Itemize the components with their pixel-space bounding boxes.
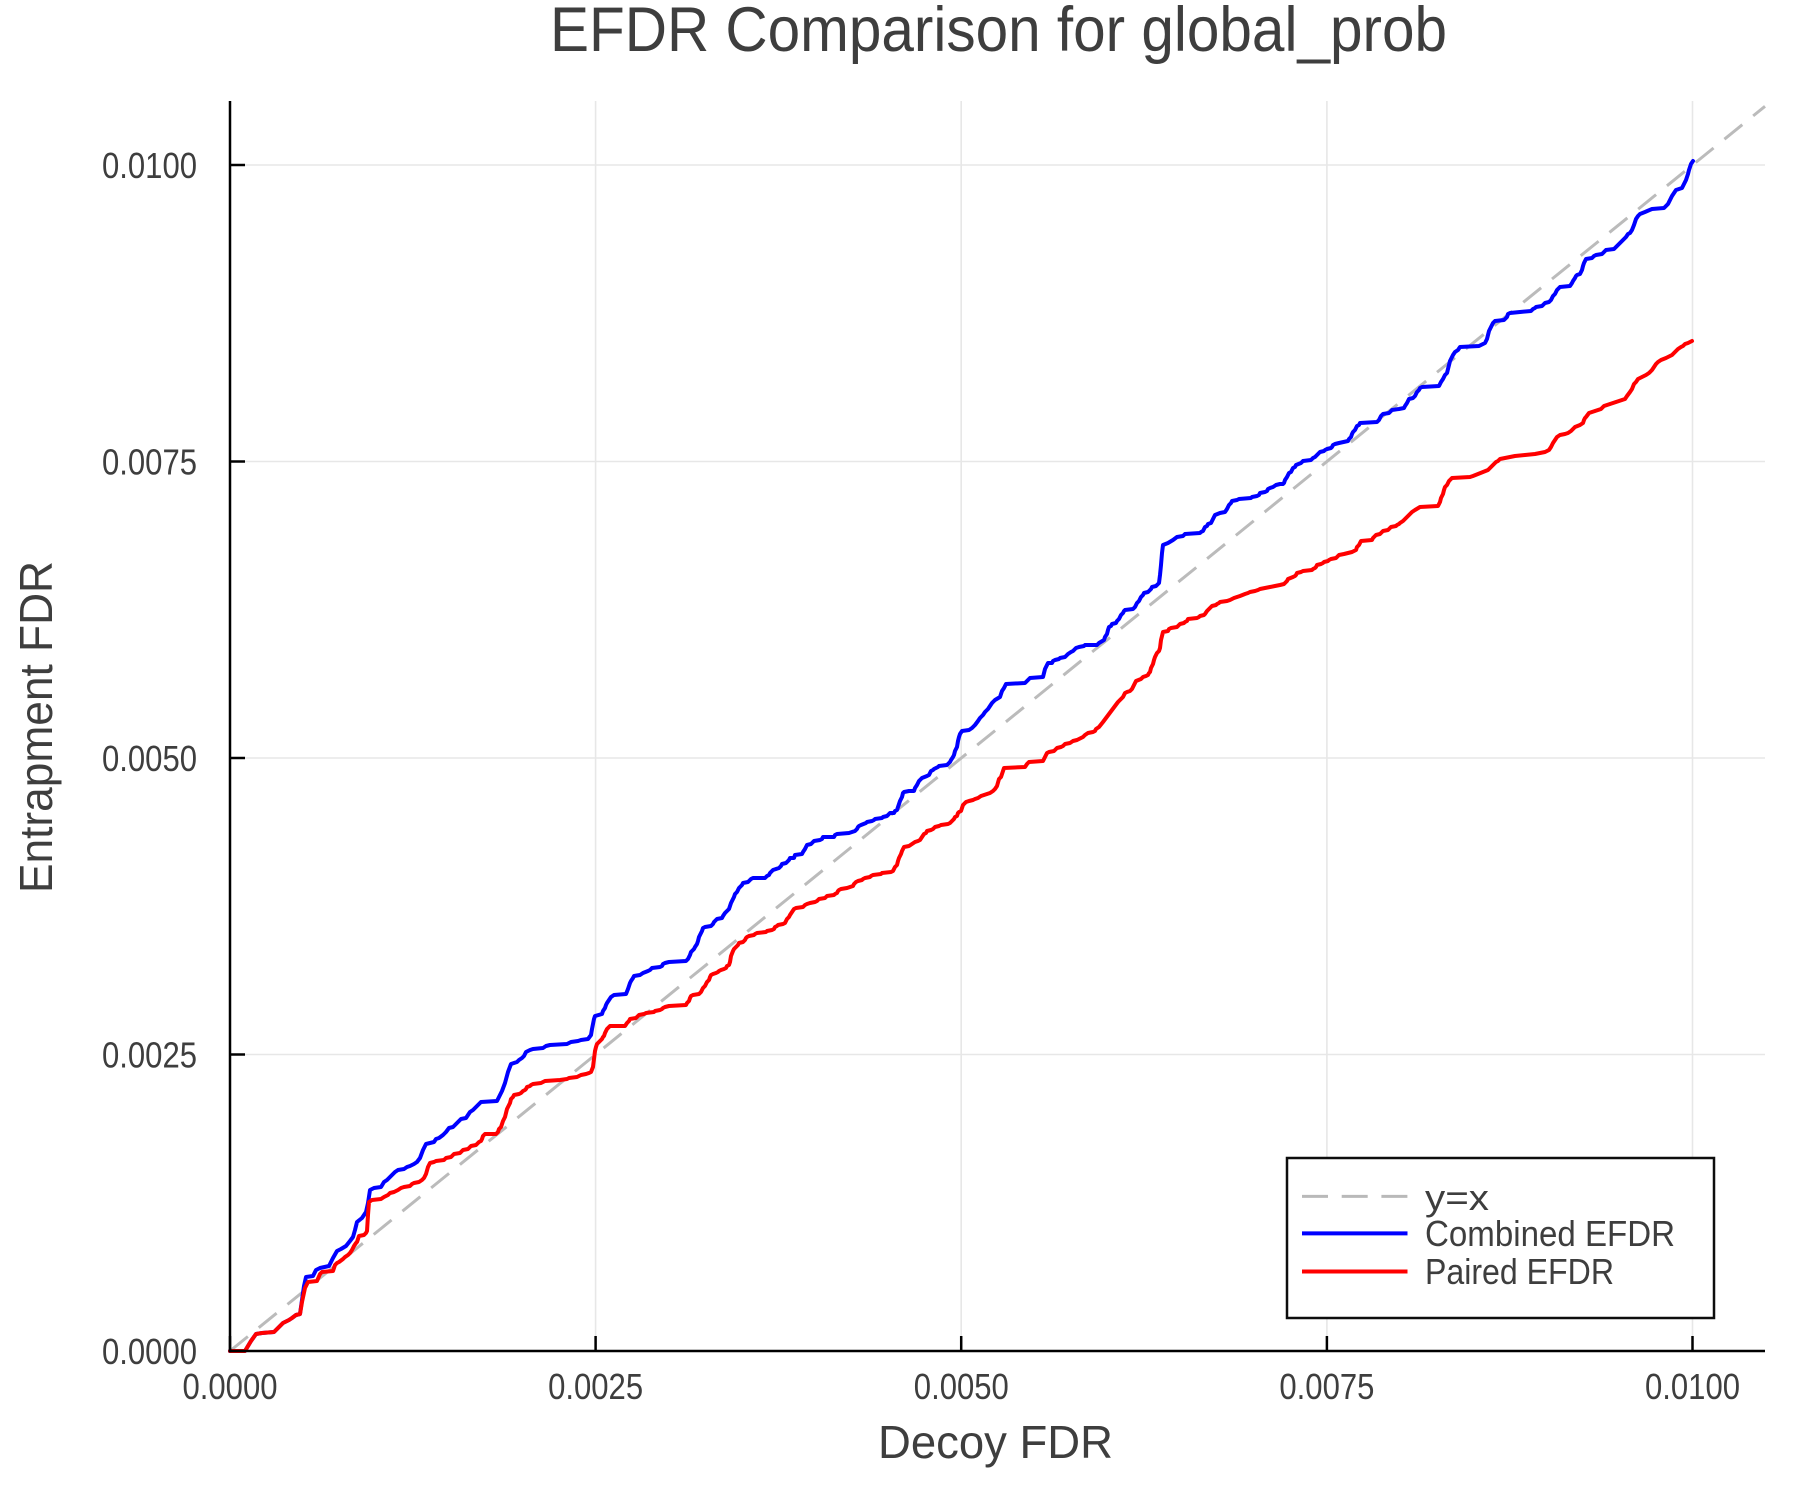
svg-text:Combined EFDR: Combined EFDR <box>1425 1213 1675 1254</box>
svg-text:0.0100: 0.0100 <box>102 145 197 186</box>
svg-text:0.0075: 0.0075 <box>102 442 197 483</box>
svg-text:0.0025: 0.0025 <box>548 1366 643 1407</box>
svg-text:0.0100: 0.0100 <box>1645 1366 1740 1407</box>
svg-text:0.0050: 0.0050 <box>914 1366 1009 1407</box>
svg-text:Entrapment FDR: Entrapment FDR <box>10 561 62 893</box>
svg-text:0.0000: 0.0000 <box>102 1331 197 1372</box>
svg-text:Decoy FDR: Decoy FDR <box>878 1416 1113 1468</box>
svg-text:0.0000: 0.0000 <box>183 1366 278 1407</box>
svg-text:0.0050: 0.0050 <box>102 738 197 779</box>
svg-text:EFDR Comparison for global_pro: EFDR Comparison for global_prob <box>550 0 1447 65</box>
svg-text:0.0075: 0.0075 <box>1279 1366 1374 1407</box>
svg-text:0.0025: 0.0025 <box>102 1035 197 1076</box>
svg-text:Paired EFDR: Paired EFDR <box>1425 1251 1614 1292</box>
svg-text:y=x: y=x <box>1425 1177 1489 1218</box>
